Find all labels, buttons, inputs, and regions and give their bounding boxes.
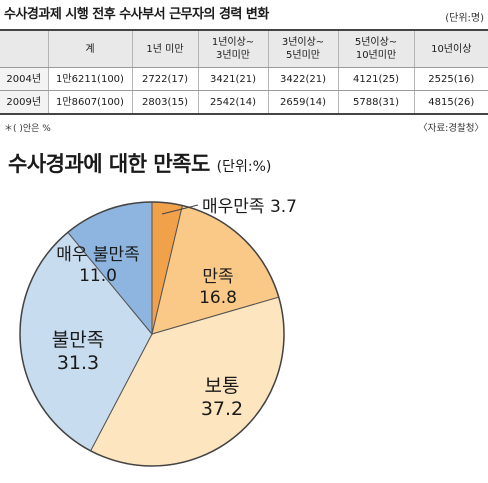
slice-label: 보통	[205, 375, 240, 397]
table-note: ＊( )안은 %	[4, 124, 51, 134]
slice-label: 불만족	[52, 329, 104, 351]
pie-outline	[19, 201, 285, 467]
slice-value: 31.3	[57, 352, 99, 374]
slice-label: 매우 불만족	[56, 245, 140, 265]
table-cell: 2525(16)	[414, 67, 488, 91]
table-cell: 3421(21)	[198, 67, 269, 91]
column-header: 계	[48, 30, 133, 68]
table-row: 2009년 1만8607(100) 2803(15) 2542(14) 2659…	[0, 90, 488, 115]
slice-label: 매우만족 3.7	[202, 197, 297, 217]
column-header: 1년 미만	[132, 30, 199, 68]
slice-label: 만족	[202, 267, 233, 287]
column-header-line: 3년이상~	[281, 37, 325, 48]
table-cell: 2542(14)	[198, 90, 269, 115]
career-table: 계 1년 미만 1년이상~ 3년미만 3년이상~ 5년미만 5년이상~ 10년미만 1…	[0, 29, 488, 115]
table-title: 수사경과제 시행 전후 수사부서 근무자의 경력 변화	[4, 7, 269, 22]
row-header: 2004년	[0, 67, 49, 91]
table-cell: 1만8607(100)	[48, 90, 133, 115]
table-cell: 4815(26)	[414, 90, 488, 115]
row-header: 2009년	[0, 90, 49, 115]
table-cell: 2659(14)	[268, 90, 339, 115]
column-header	[0, 30, 49, 68]
chart-title: 수사경과에 대한 만족도 (단위:%)	[8, 148, 271, 178]
chart-unit: (단위:%)	[216, 159, 272, 175]
table-cell: 4121(25)	[338, 67, 415, 91]
column-header: 10년이상	[414, 30, 488, 68]
table-source: 〈자료:경찰청〉	[418, 123, 484, 134]
table-cell: 2722(17)	[132, 67, 199, 91]
column-header: 1년이상~ 3년미만	[198, 30, 269, 68]
table-row: 2004년 1만6211(100) 2722(17) 3421(21) 3422…	[0, 67, 488, 91]
slice-value: 37.2	[201, 398, 243, 420]
table-cell: 5788(31)	[338, 90, 415, 115]
table-cell: 1만6211(100)	[48, 67, 133, 91]
leader-line	[161, 204, 199, 215]
column-header-line: 3년미만	[216, 50, 250, 61]
table-unit: (단위:명)	[445, 13, 484, 24]
table-cell: 2803(15)	[132, 90, 199, 115]
column-header: 5년이상~ 10년미만	[338, 30, 415, 68]
column-header-line: 5년이상~	[354, 37, 398, 48]
column-header-line: 1년이상~	[211, 37, 255, 48]
slice-value: 16.8	[199, 288, 237, 308]
table-cell: 3422(21)	[268, 67, 339, 91]
column-header-line: 10년미만	[355, 50, 397, 61]
slice-value: 11.0	[79, 266, 117, 286]
column-header: 3년이상~ 5년미만	[268, 30, 339, 68]
table-header-row: 계 1년 미만 1년이상~ 3년미만 3년이상~ 5년미만 5년이상~ 10년미만 1…	[0, 30, 488, 68]
chart-title-text: 수사경과에 대한 만족도	[8, 152, 210, 176]
column-header-line: 5년미만	[286, 50, 320, 61]
